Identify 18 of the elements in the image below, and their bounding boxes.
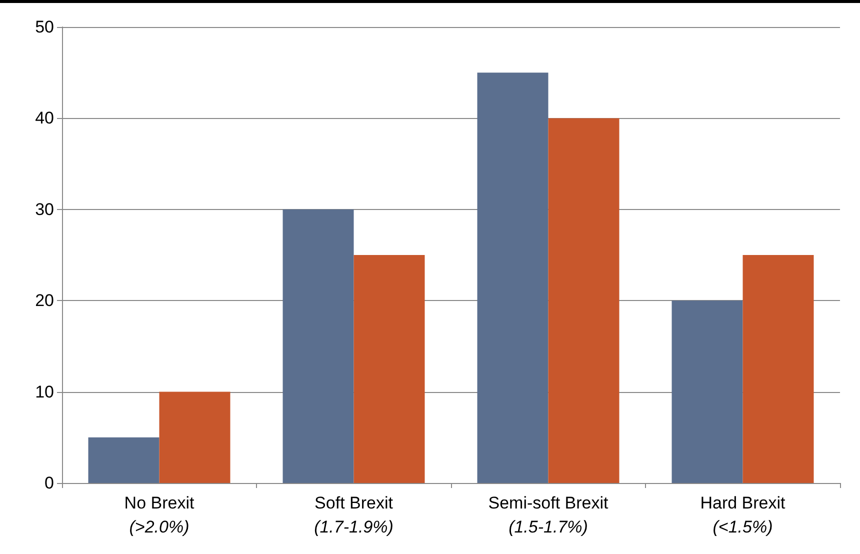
bar (477, 72, 548, 483)
bar (282, 209, 354, 483)
x-tick-label: Soft Brexit (1.7-1.9%) (314, 494, 394, 536)
bar (159, 392, 230, 483)
bar (354, 255, 425, 483)
x-tick-label: No Brexit (>2.0%) (124, 494, 194, 536)
y-tick-label: 40 (35, 108, 54, 128)
bar (548, 118, 620, 483)
y-tick-label: 20 (35, 291, 54, 310)
x-tick-label: Semi-soft Brexit (1.5-1.7%) (488, 494, 609, 536)
x-tick-label: Hard Brexit (<1.5%) (700, 494, 786, 536)
y-tick-label: 0 (44, 474, 54, 492)
bar (672, 300, 743, 483)
y-tick-label: 50 (35, 18, 54, 36)
bar (742, 255, 814, 483)
y-tick-label: 10 (35, 382, 54, 402)
bar (88, 437, 160, 483)
y-tick-label: 30 (35, 200, 54, 219)
